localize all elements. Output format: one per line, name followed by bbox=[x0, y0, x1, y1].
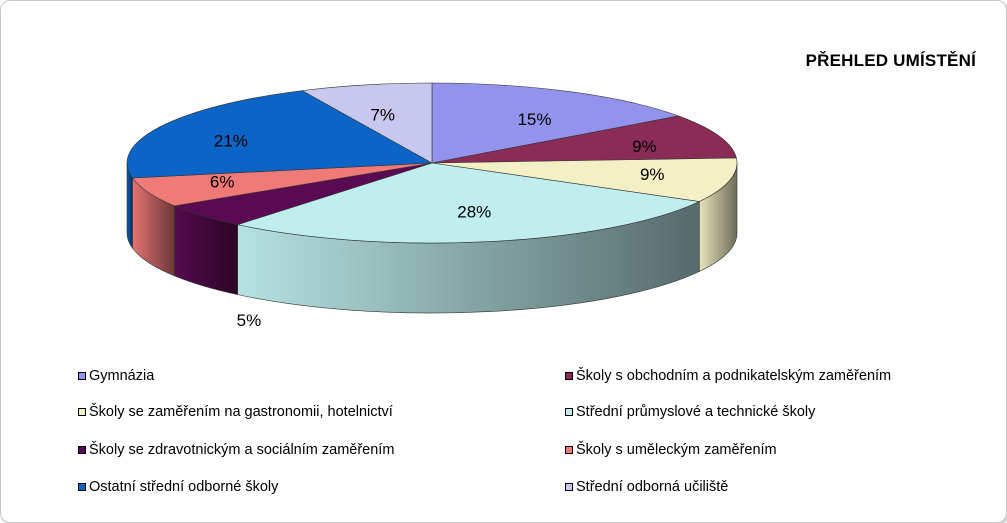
legend-label: Školy s uměleckým zaměřením bbox=[576, 442, 777, 458]
legend-swatch bbox=[565, 446, 573, 454]
legend-item-4: Střední průmyslové a technické školy bbox=[565, 404, 815, 420]
legend-item-3: Školy se zaměřením na gastronomii, hotel… bbox=[78, 404, 393, 420]
legend-swatch bbox=[78, 372, 86, 380]
legend-item-6: Školy s uměleckým zaměřením bbox=[565, 442, 777, 458]
pie-slice-8 bbox=[301, 82, 433, 164]
pie-slice-7 bbox=[126, 90, 434, 179]
legend-label: Gymnázia bbox=[89, 368, 155, 384]
legend-label: Školy s obchodním a podnikatelským zaměř… bbox=[576, 368, 892, 384]
legend-item-2: Školy s obchodním a podnikatelským zaměř… bbox=[565, 368, 891, 384]
legend-label: Střední průmyslové a technické školy bbox=[576, 404, 816, 420]
data-label-1: 15% bbox=[517, 110, 551, 129]
legend-swatch bbox=[78, 483, 86, 491]
legend-item-5: Školy se zdravotnickým a sociálním zaměř… bbox=[78, 442, 394, 458]
legend-swatch bbox=[565, 372, 573, 380]
data-label-3: 9% bbox=[640, 165, 665, 184]
legend-label: Střední odborná učiliště bbox=[576, 479, 729, 495]
legend-label: Školy se zaměřením na gastronomii, hotel… bbox=[89, 404, 393, 420]
data-label-7: 21% bbox=[214, 131, 248, 150]
legend-label: Školy se zdravotnickým a sociálním zaměř… bbox=[89, 442, 395, 458]
data-label-8: 7% bbox=[370, 106, 395, 125]
pie-slice-4 bbox=[236, 162, 701, 244]
legend-swatch bbox=[565, 408, 573, 416]
pie-slice-1 bbox=[431, 82, 680, 164]
legend-item-8: Střední odborná učiliště bbox=[565, 479, 728, 495]
legend-swatch bbox=[565, 483, 573, 491]
data-label-6: 6% bbox=[210, 172, 235, 191]
chart-title: PŘEHLED UMÍSTĚNÍ bbox=[805, 51, 976, 70]
legend-swatch bbox=[78, 446, 86, 454]
legend-label: Ostatní střední odborné školy bbox=[89, 479, 279, 495]
data-label-2: 9% bbox=[632, 137, 657, 156]
data-label-4: 28% bbox=[457, 203, 491, 222]
pie-slice-2 bbox=[431, 115, 737, 164]
legend-item-1: Gymnázia bbox=[78, 368, 154, 384]
legend-swatch bbox=[78, 408, 86, 416]
legend-item-7: Ostatní střední odborné školy bbox=[78, 479, 278, 495]
pie-slice-3 bbox=[431, 157, 738, 202]
data-label-5: 5% bbox=[237, 311, 262, 330]
